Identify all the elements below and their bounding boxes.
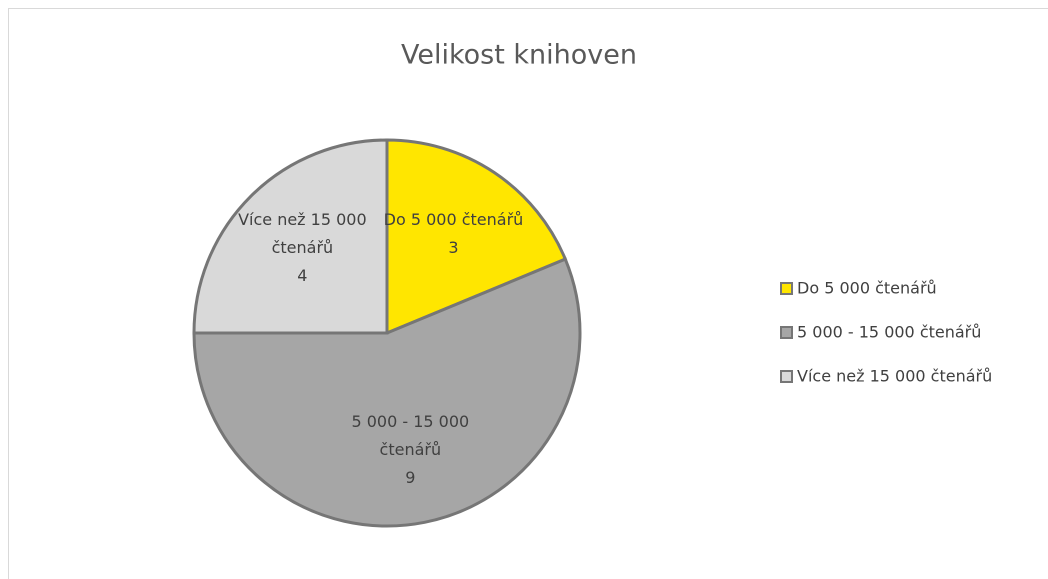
data-label: Do 5 000 čtenářů 3 bbox=[373, 206, 533, 262]
data-label-category: Více než 15 000 čtenářů bbox=[238, 210, 367, 258]
legend-swatch bbox=[780, 370, 793, 383]
data-label-value: 3 bbox=[448, 237, 459, 257]
pie-slice bbox=[192, 257, 582, 528]
legend-label: 5 000 - 15 000 čtenářů bbox=[797, 323, 981, 342]
data-label-value: 9 bbox=[405, 468, 416, 488]
pie-slice bbox=[385, 138, 568, 336]
data-label: 5 000 - 15 000 čtenářů 9 bbox=[330, 408, 490, 492]
data-label-category: 5 000 - 15 000 čtenářů bbox=[351, 412, 470, 460]
data-label: Více než 15 000 čtenářů 4 bbox=[222, 206, 382, 290]
legend-swatch bbox=[780, 326, 793, 339]
data-label-value: 4 bbox=[297, 266, 308, 286]
chart-title: Velikost knihoven bbox=[401, 40, 637, 71]
legend-label: Do 5 000 čtenářů bbox=[797, 279, 937, 298]
data-label-category: Do 5 000 čtenářů bbox=[383, 209, 524, 229]
pie-slice bbox=[192, 138, 389, 335]
legend-label: Více než 15 000 čtenářů bbox=[797, 367, 992, 386]
legend-swatch bbox=[780, 282, 793, 295]
